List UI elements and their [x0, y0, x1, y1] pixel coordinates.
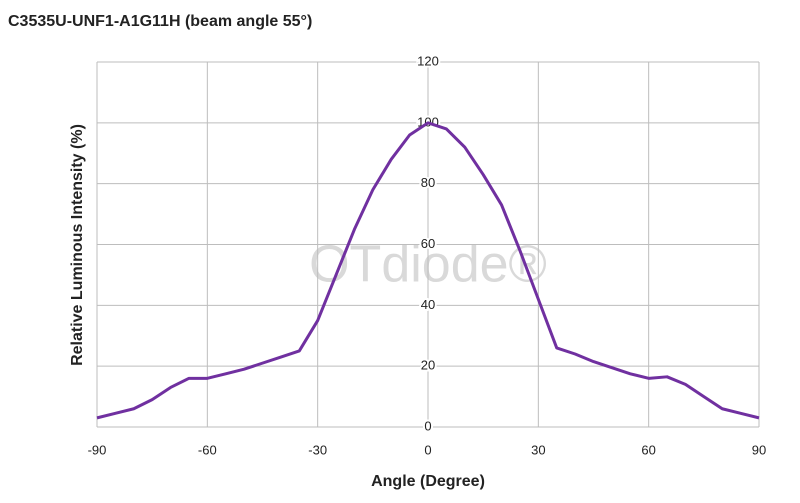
y-tick-label: 0 [424, 418, 431, 433]
x-tick-label: 0 [424, 442, 431, 457]
y-tick-label: 120 [417, 53, 439, 68]
y-tick-label: 40 [421, 297, 435, 312]
x-tick-label: 30 [531, 442, 545, 457]
x-tick-label: -90 [88, 442, 107, 457]
y-axis-label: Relative Luminous Intensity (%) [69, 124, 86, 366]
y-tick-label: 80 [421, 175, 435, 190]
x-axis-label: Angle (Degree) [371, 473, 485, 490]
data-line [96, 121, 760, 420]
x-tick-label: 90 [752, 442, 766, 457]
y-tick-label: 20 [421, 358, 435, 373]
x-tick-label: -30 [308, 442, 327, 457]
x-tick-label: 60 [641, 442, 655, 457]
y-tick-label: 60 [421, 236, 435, 251]
x-tick-label: -60 [198, 442, 217, 457]
chart-title: C3535U-UNF1-A1G11H (beam angle 55°) [8, 13, 312, 30]
